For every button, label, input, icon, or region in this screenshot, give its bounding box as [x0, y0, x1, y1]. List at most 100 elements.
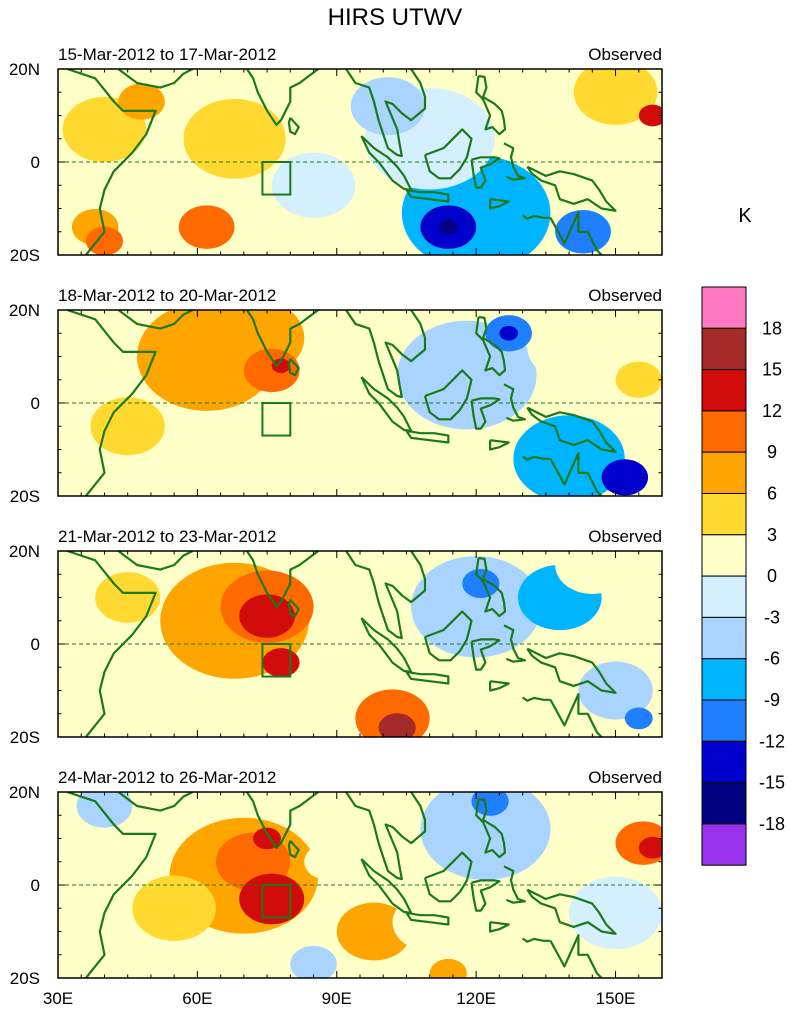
coastline: [117, 792, 194, 812]
map-panels: 20N 0 20S 15-Mar-2012 to 17-Mar-2012 Observe…: [9, 45, 663, 1008]
contour-blob: [555, 551, 630, 594]
colorbar-swatch: [701, 782, 747, 825]
coastline: [489, 680, 510, 692]
panel-label: Observed: [588, 527, 662, 546]
colorbar-label: -12: [759, 731, 785, 751]
coastline: [287, 117, 300, 136]
contour-blob: [118, 83, 165, 120]
colorbar-swatch: [701, 616, 747, 660]
field-layer: [58, 310, 662, 496]
y-tick-label: 20N: [9, 60, 40, 79]
coastline: [503, 383, 526, 422]
coastline: [526, 165, 617, 212]
coastline: [66, 69, 157, 255]
y-tick-label: 20S: [10, 728, 40, 747]
contour-blob: [438, 219, 458, 235]
contour-blob: [638, 104, 662, 127]
colorbar-label: -6: [764, 649, 780, 669]
contour-blob: [178, 205, 235, 249]
colorbar-label: -3: [764, 607, 780, 627]
coastline: [345, 792, 427, 881]
coastline: [117, 310, 194, 330]
coastline: [405, 429, 450, 444]
coastline: [117, 551, 194, 571]
colorbar: 18 15 12 9 6 3 0 -3 -6 -9 -12 -15 -18: [701, 286, 785, 866]
colorbar-label: 3: [767, 525, 777, 545]
coastline: [423, 369, 473, 421]
coastline: [475, 315, 507, 377]
coastlines: [66, 69, 617, 255]
colorbar-label: 0: [767, 566, 777, 586]
map-panel-2: 20N 0 20S 18-Mar-2012 to 20-Mar-2012 Observe…: [9, 286, 663, 506]
coastline: [489, 439, 510, 451]
coastline: [549, 693, 603, 737]
panel-label: Observed: [588, 768, 662, 787]
contour-blob: [573, 69, 658, 125]
coastline: [479, 769, 484, 783]
x-tick-label: 120E: [456, 989, 496, 1008]
coastline: [475, 556, 507, 618]
coastline: [234, 69, 319, 126]
contour-blob: [513, 415, 625, 496]
coastline: [475, 74, 507, 136]
contour-blob: [239, 594, 295, 638]
contour-blob: [499, 326, 518, 341]
colorbar-label: -18: [759, 814, 785, 834]
coastline: [470, 156, 501, 189]
contour-blob: [527, 314, 611, 380]
colorbar-swatch: [701, 823, 747, 866]
colorbar-label: 15: [762, 360, 782, 380]
map-panel-1: 20N 0 20S 15-Mar-2012 to 17-Mar-2012 Observe…: [9, 45, 663, 265]
contour-blob: [569, 876, 662, 950]
contour-blob: [146, 692, 203, 736]
colorbar-swatch: [701, 286, 747, 329]
contour-blob: [615, 361, 662, 398]
chart-title: HIRS UTWV: [328, 4, 463, 31]
coastline: [405, 188, 450, 203]
colorbar-label: 9: [767, 442, 777, 462]
contour-blob: [271, 152, 356, 218]
region-box: [261, 884, 292, 919]
coastline: [526, 888, 617, 935]
coastline: [287, 599, 300, 618]
coastline: [405, 911, 450, 926]
panel-label: Observed: [588, 286, 662, 305]
coastline: [521, 214, 551, 220]
colorbar-swatch: [701, 369, 747, 412]
colorbar-swatch: [701, 410, 747, 453]
colorbar-swatch: [701, 699, 747, 742]
colorbar-swatch: [701, 534, 747, 577]
coastline: [345, 551, 427, 640]
x-tick-label: 150E: [596, 989, 636, 1008]
coastline: [475, 797, 507, 859]
contour-blob: [462, 569, 500, 599]
panel-period: 24-Mar-2012 to 26-Mar-2012: [58, 768, 276, 787]
contour-blob: [578, 661, 653, 720]
y-tick-label: 0: [31, 635, 40, 654]
coastline: [234, 792, 319, 849]
x-axis-labels: 30E 60E 90E 120E 150E: [43, 989, 636, 1008]
contour-blob: [304, 843, 351, 880]
contour-blob: [243, 348, 300, 393]
coastline: [405, 670, 450, 685]
field-layer: [58, 69, 662, 255]
coastline: [503, 624, 526, 663]
coastline: [479, 528, 484, 542]
coastline: [345, 310, 427, 399]
x-tick-label: 60E: [182, 989, 212, 1008]
colorbar-swatch: [701, 575, 747, 618]
contour-blob: [95, 572, 161, 623]
colorbar-label: 18: [762, 318, 782, 338]
y-tick-label: 20S: [10, 246, 40, 265]
coastline: [470, 879, 501, 912]
coastline: [423, 128, 473, 180]
coastline: [479, 287, 484, 301]
colorbar-label: -9: [764, 690, 780, 710]
coastline: [345, 69, 427, 158]
coastline: [526, 406, 617, 453]
coastline: [287, 840, 300, 859]
contour-blob: [262, 648, 300, 678]
coastlines: [66, 528, 617, 737]
region-box: [261, 402, 292, 437]
contour-blob: [378, 713, 416, 737]
